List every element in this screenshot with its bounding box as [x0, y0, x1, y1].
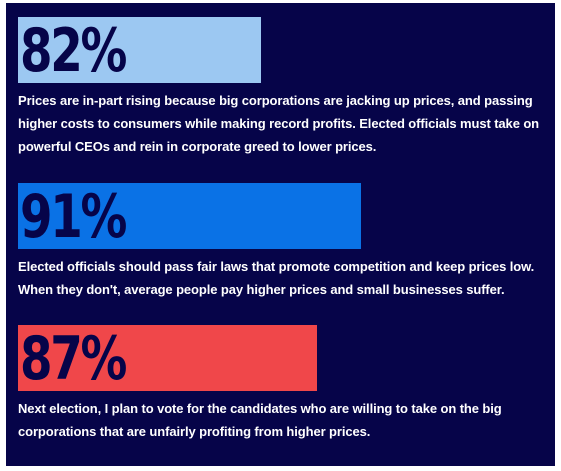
stat-bar-3: 87%: [18, 324, 317, 394]
stat-text-1: Prices are in-part rising because big co…: [18, 93, 540, 154]
stat-text-2: Elected officials should pass fair laws …: [18, 259, 535, 297]
stat-percent-3: 87%: [20, 324, 127, 394]
stat-bar-1: 82%: [18, 16, 261, 86]
stat-percent-2: 91%: [20, 182, 127, 252]
stat-bar-2: 91%: [18, 182, 361, 252]
stat-block-2: 91% Elected officials should pass fair l…: [18, 182, 548, 301]
stat-block-1: 82% Prices are in-part rising because bi…: [18, 16, 548, 158]
infographic-panel: 82% Prices are in-part rising because bi…: [6, 3, 555, 466]
stat-text-3: Next election, I plan to vote for the ca…: [18, 401, 502, 439]
stat-percent-1: 82%: [20, 16, 127, 86]
stat-block-3: 87% Next election, I plan to vote for th…: [18, 324, 548, 443]
